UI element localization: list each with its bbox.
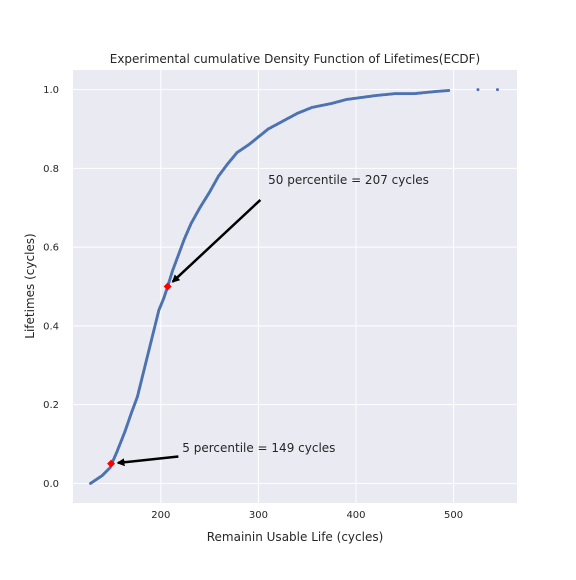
- percentile-markers: [107, 282, 172, 468]
- x-tick-label: 400: [346, 510, 365, 521]
- annotation-p50-label: 50 percentile = 207 cycles: [268, 173, 429, 187]
- annotations: 50 percentile = 207 cycles 5 percentile =…: [116, 173, 429, 467]
- y-tick-label: 0.4: [43, 321, 59, 332]
- y-axis-label: Lifetimes (cycles): [23, 233, 37, 338]
- plot-area: [73, 70, 517, 503]
- chart-title: Experimental cumulative Density Function…: [110, 52, 481, 66]
- axes: 200 300 400 500 0.0 0.2 0.4 0.6 0.8 1.0: [43, 85, 463, 521]
- x-tick-label: 300: [249, 510, 268, 521]
- y-tick-label: 0.0: [43, 479, 59, 490]
- y-tick-label: 0.6: [43, 243, 59, 254]
- x-tick-label: 200: [151, 510, 170, 521]
- annotation-p5-arrow: [116, 455, 179, 467]
- x-tick-label: 500: [444, 510, 463, 521]
- annotation-p50-arrow: [171, 198, 262, 283]
- y-tick-label: 0.8: [43, 164, 59, 175]
- annotation-p5-label: 5 percentile = 149 cycles: [182, 441, 335, 455]
- ecdf-point: [476, 88, 480, 92]
- y-tick-label: 0.2: [43, 400, 59, 411]
- ecdf-point: [447, 88, 451, 92]
- marker-p5: [107, 459, 116, 468]
- y-tick-label: 1.0: [43, 85, 59, 96]
- x-axis-label: Remainin Usable Life (cycles): [207, 530, 384, 544]
- marker-p50: [163, 282, 172, 291]
- ecdf-point: [495, 88, 499, 92]
- ecdf-series: [89, 88, 499, 485]
